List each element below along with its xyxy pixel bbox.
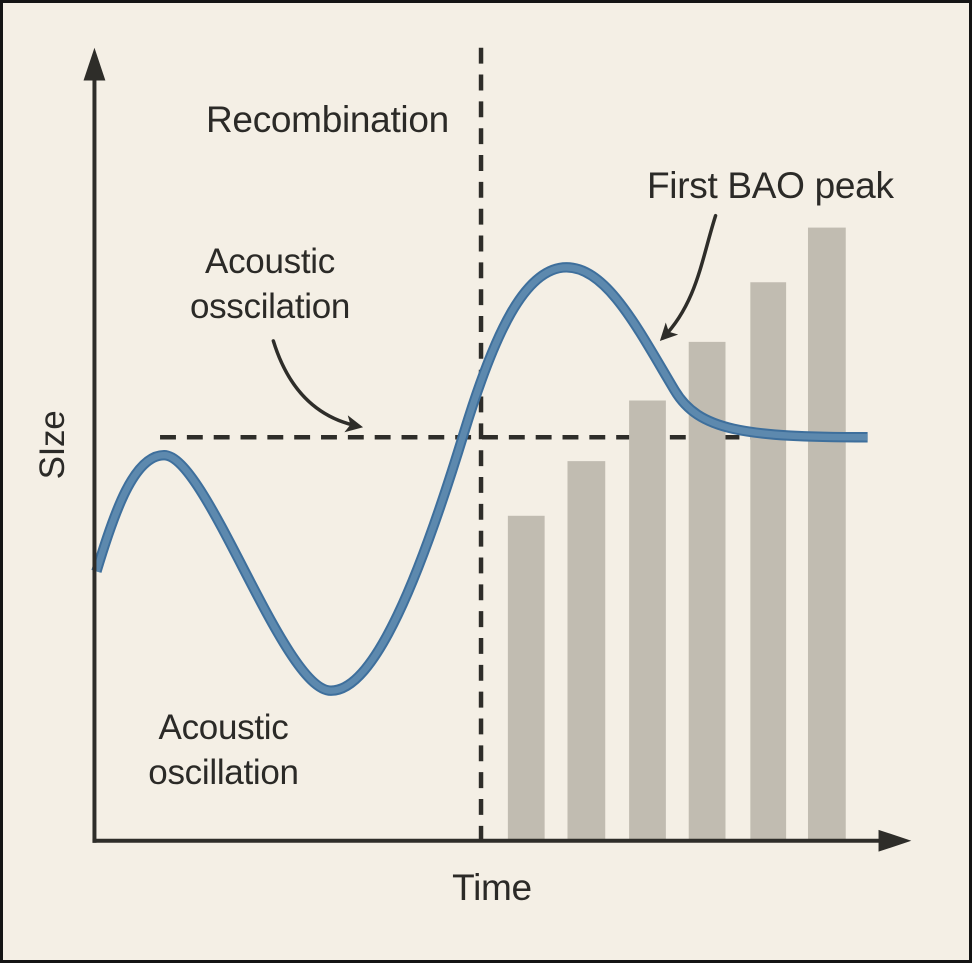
x-axis-label: Time	[452, 867, 532, 908]
recombination-label: Recombination	[206, 99, 449, 140]
y-axis-label: SIze	[33, 410, 72, 480]
galaxy-clustering-bar-6	[807, 227, 846, 841]
acoustic-oscillation-curve	[93, 264, 868, 694]
curve-layer	[91, 262, 868, 696]
annotation-arrows-layer	[271, 213, 718, 433]
acoustic-oscillation-upper-label: Acoustic osscilation	[189, 242, 351, 326]
axes-layer	[83, 47, 912, 852]
galaxy-clustering-bar-2	[567, 461, 606, 841]
x-axis-arrowhead	[878, 829, 912, 852]
bars-layer	[507, 227, 846, 841]
acoustic-oscillation-arrow	[271, 339, 364, 433]
acoustic-oscillation-lower-label: Acoustic oscillation	[148, 708, 299, 792]
galaxy-clustering-bar-1	[507, 515, 545, 841]
chart-canvas	[83, 47, 912, 852]
first-bao-peak-label: First BAO peak	[647, 165, 894, 206]
y-axis-arrowhead	[83, 47, 106, 81]
galaxy-clustering-bar-3	[629, 400, 666, 841]
reference-lines-layer	[160, 47, 866, 841]
first-bao-peak-arrow	[659, 213, 718, 342]
galaxy-clustering-bar-5	[750, 282, 787, 841]
